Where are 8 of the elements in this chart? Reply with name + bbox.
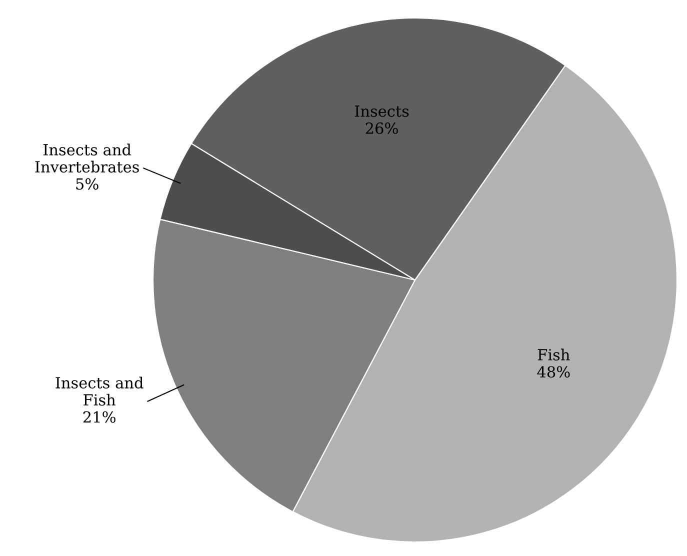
data-label: 5% (76, 178, 98, 190)
slice-label: Insects and Invertebrates (35, 144, 139, 173)
data-label: 26% (366, 122, 398, 134)
data-label: 21% (83, 411, 116, 423)
data-label: 48% (537, 366, 570, 378)
slice-label: Insects (354, 106, 409, 117)
slice-label: Insects and Fish (56, 376, 144, 406)
slice-label: Fish (538, 348, 570, 361)
